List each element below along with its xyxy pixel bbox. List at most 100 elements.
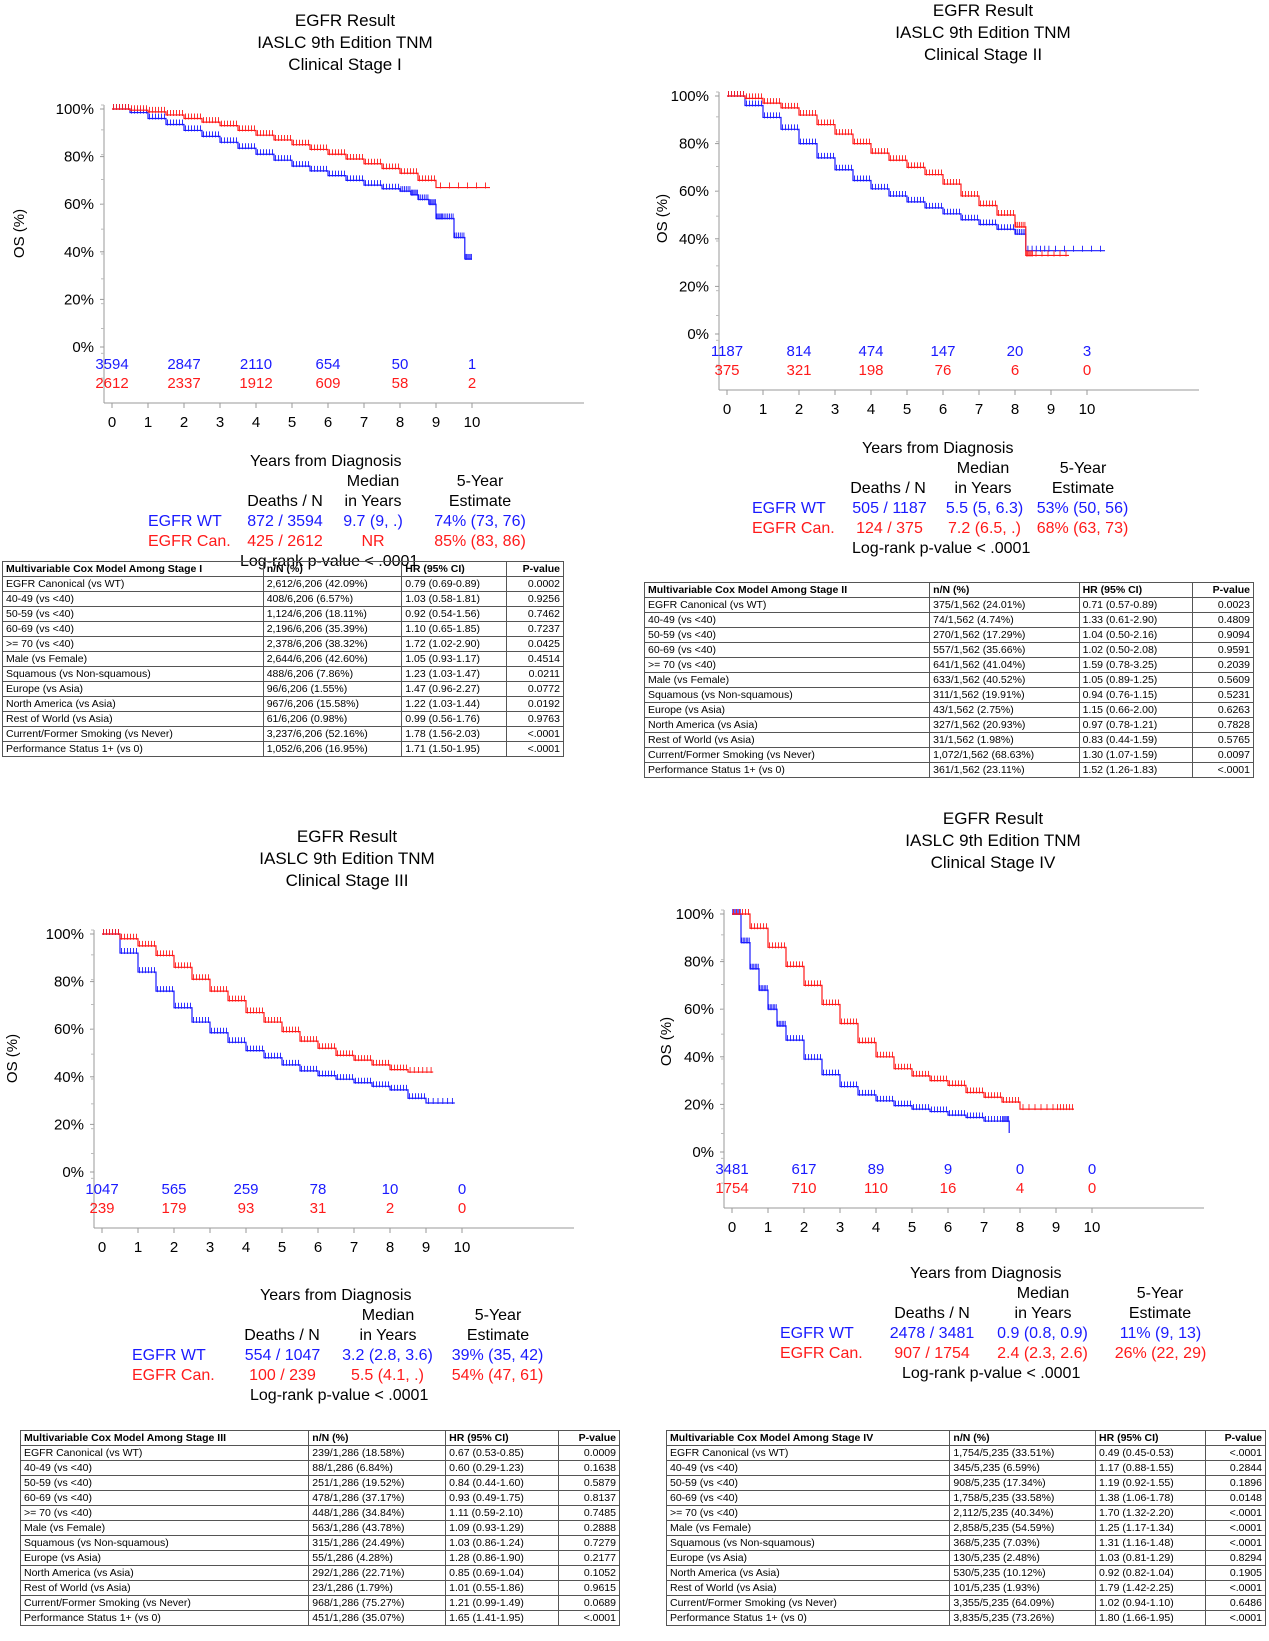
at-risk-number: 0 — [458, 1200, 466, 1217]
five-year-header-2: Estimate — [1128, 1305, 1192, 1322]
y-tick-label: 0% — [62, 1164, 84, 1181]
x-tick-label: 3 — [836, 1219, 844, 1236]
at-risk-number: 2612 — [95, 375, 128, 392]
table-row: Europe (vs Asia) 55/1,286 (4.28%) 1.28 (0.… — [19, 1550, 621, 1566]
at-risk-number: 0 — [1088, 1180, 1096, 1197]
x-tick-label: 0 — [728, 1219, 736, 1236]
table-cell-pvalue: 0.1905 — [1205, 1565, 1266, 1581]
table-cell-pvalue: 0.7237 — [506, 621, 564, 637]
table-cell-hr: 1.78 (1.56-2.03) — [401, 726, 508, 742]
table-cell-pvalue: 0.8137 — [557, 1490, 621, 1506]
table-cell-n: 968/1,286 (75.27%) — [308, 1595, 447, 1611]
table-cell-variable: North America (vs Asia) — [2, 696, 264, 712]
five-year-header-2: Estimate — [448, 493, 512, 510]
table-cell-pvalue: 0.5879 — [557, 1475, 621, 1491]
table-row: Europe (vs Asia) 43/1,562 (2.75%) 1.15 (0.… — [643, 702, 1255, 718]
wt-deaths: 872 / 3594 — [247, 513, 323, 530]
table-cell-n: 557/1,562 (35.66%) — [929, 642, 1080, 658]
survival-curve-wt — [732, 913, 1010, 1133]
table-row: 60-69 (vs <40) 2,196/6,206 (35.39%) 1.10 (… — [2, 621, 564, 637]
table-cell-variable: Squamous (vs Non-squamous) — [2, 666, 264, 682]
table-cell-pvalue: 0.2888 — [557, 1520, 621, 1536]
table-cell-n: 375/1,562 (24.01%) — [929, 597, 1080, 613]
table-cell-pvalue: <.0001 — [557, 1610, 621, 1626]
y-tick-label: 60% — [54, 1021, 84, 1038]
table-row: 50-59 (vs <40) 1,124/6,206 (18.11%) 0.92 (… — [2, 606, 564, 622]
table-cell-hr: 0.94 (0.76-1.15) — [1078, 687, 1193, 703]
at-risk-number: 609 — [315, 375, 340, 392]
at-risk-number: 654 — [315, 356, 340, 373]
table-cell-hr: 1.79 (1.42-2.25) — [1095, 1580, 1207, 1596]
table-cell-n: 311/1,562 (19.91%) — [929, 687, 1080, 703]
table-cell-n: 88/1,286 (6.84%) — [308, 1460, 447, 1476]
five-year-header: 5-Year — [474, 1307, 522, 1324]
table-cell-variable: Rest of World (vs Asia) — [19, 1580, 310, 1596]
x-tick-label: 1 — [759, 401, 767, 418]
at-risk-number: 617 — [791, 1161, 816, 1178]
x-tick-label: 10 — [1079, 401, 1096, 418]
table-row: 50-59 (vs <40) 908/5,235 (17.34%) 1.19 (0.… — [665, 1475, 1266, 1491]
table-cell-n: 292/1,286 (22.71%) — [308, 1565, 447, 1581]
survival-curve-can — [732, 913, 1074, 1110]
at-risk-number: 0 — [1088, 1161, 1096, 1178]
median-header: Median — [361, 1307, 415, 1324]
table-cell-variable: EGFR Canonical (vs WT) — [19, 1445, 310, 1461]
table-row: Europe (vs Asia) 130/5,235 (2.48%) 1.03 (0… — [665, 1550, 1266, 1566]
table-cell-pvalue: 0.4514 — [506, 651, 564, 667]
table-cell-n: 101/5,235 (1.93%) — [949, 1580, 1097, 1596]
x-tick-label: 10 — [454, 1239, 471, 1256]
table-cell-variable: Squamous (vs Non-squamous) — [643, 687, 931, 703]
wt-deaths: 505 / 1187 — [852, 500, 927, 517]
y-axis-label: OS (%) — [11, 208, 29, 259]
table-cell-n: 61/6,206 (0.98%) — [262, 711, 403, 727]
x-tick-label: 5 — [903, 401, 911, 418]
table-cell-n: 478/1,286 (37.17%) — [308, 1490, 447, 1506]
can-five-year: 26% (22, 29) — [1114, 1345, 1207, 1362]
table-cell-variable: 40-49 (vs <40) — [665, 1460, 951, 1476]
table-row: Rest of World (vs Asia) 23/1,286 (1.79%) 1… — [19, 1580, 621, 1596]
table-row: 40-49 (vs <40) 88/1,286 (6.84%) 0.60 (0.29… — [19, 1460, 621, 1476]
table-cell-variable: Performance Status 1+ (vs 0) — [19, 1610, 310, 1626]
can-median: 7.2 (6.5, .) — [948, 520, 1021, 537]
table-cell-n: 908/5,235 (17.34%) — [949, 1475, 1097, 1491]
table-cell-hr: 0.67 (0.53-0.85) — [445, 1445, 559, 1461]
y-tick-label: 40% — [64, 244, 94, 261]
table-row: 50-59 (vs <40) 251/1,286 (19.52%) 0.84 (0.… — [19, 1475, 621, 1491]
y-tick-label: 60% — [679, 183, 709, 200]
deaths-header: Deaths / N — [894, 1305, 970, 1322]
table-cell-variable: Male (vs Female) — [2, 651, 264, 667]
table-cell-pvalue: 0.2039 — [1191, 657, 1255, 673]
y-tick-label: 20% — [684, 1096, 714, 1113]
table-cell-variable: Performance Status 1+ (vs 0) — [2, 741, 264, 757]
x-tick-label: 3 — [216, 414, 224, 431]
wt-label: EGFR WT — [752, 500, 826, 517]
table-row: Squamous (vs Non-squamous) 315/1,286 (24.… — [19, 1535, 621, 1551]
x-tick-label: 9 — [1052, 1219, 1060, 1236]
table-cell-variable: Male (vs Female) — [643, 672, 931, 688]
table-cell-variable: >= 70 (vs <40) — [643, 657, 931, 673]
wt-five-year: 11% (9, 13) — [1119, 1325, 1202, 1342]
table-cell-variable: EGFR Canonical (vs WT) — [665, 1445, 951, 1461]
y-axis-label: OS (%) — [4, 1033, 22, 1084]
table-cell-hr: 0.84 (0.44-1.60) — [445, 1475, 559, 1491]
x-tick-label: 4 — [867, 401, 875, 418]
wt-median: 5.5 (5, 6.3) — [945, 500, 1024, 517]
table-row: Rest of World (vs Asia) 101/5,235 (1.93%)… — [665, 1580, 1266, 1596]
table-row: EGFR Canonical (vs WT) 2,612/6,206 (42.09… — [2, 576, 564, 592]
table-cell-hr: 1.03 (0.81-1.29) — [1095, 1550, 1207, 1566]
table-row: EGFR Canonical (vs WT) 1,754/5,235 (33.51… — [665, 1445, 1266, 1461]
table-cell-n: 368/5,235 (7.03%) — [949, 1535, 1097, 1551]
at-risk-number: 565 — [161, 1181, 186, 1198]
table-row: North America (vs Asia) 292/1,286 (22.71%… — [19, 1565, 621, 1581]
table-cell-pvalue: 0.6263 — [1191, 702, 1255, 718]
table-cell-pvalue: 0.9615 — [557, 1580, 621, 1596]
y-tick-label: 100% — [671, 88, 709, 105]
table-cell-pvalue: 0.2177 — [557, 1550, 621, 1566]
xlabel: Years from Diagnosis — [260, 1287, 412, 1304]
y-tick-label: 40% — [684, 1049, 714, 1066]
table-cell-hr: 1.47 (0.96-2.27) — [401, 681, 508, 697]
at-risk-number: 20 — [1007, 343, 1024, 360]
at-risk-number: 1 — [468, 356, 476, 373]
five-year-header: 5-Year — [456, 473, 504, 490]
